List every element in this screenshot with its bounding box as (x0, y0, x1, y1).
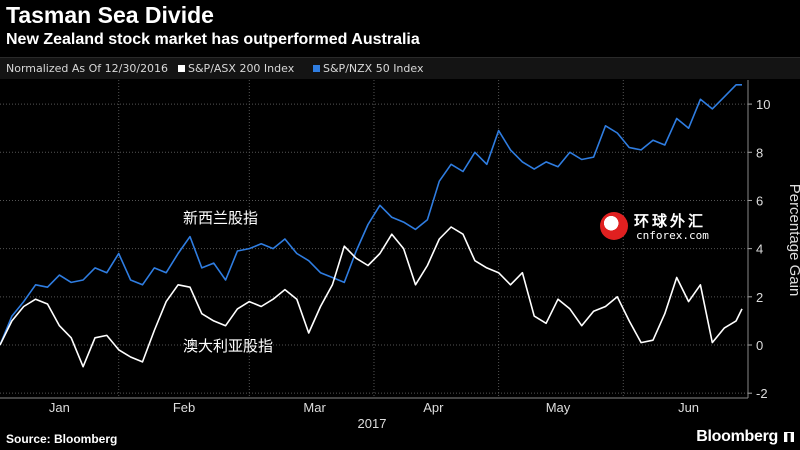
x-tick-label: Jun (678, 400, 699, 415)
legend-label-nzx: S&P/NZX 50 Index (323, 62, 424, 75)
brand-mark-icon: ❚ (784, 432, 794, 442)
annotation-asx: 澳大利亚股指 (183, 337, 274, 355)
legend-label-asx: S&P/ASX 200 Index (188, 62, 295, 75)
y-tick-label: -2 (756, 386, 768, 401)
source-note: Source: Bloomberg (6, 432, 118, 446)
series-line-asx (0, 226, 743, 368)
legend-item-asx: S&P/ASX 200 Index (178, 62, 294, 75)
x-axis-label: 2017 (358, 416, 387, 431)
legend-swatch-asx (178, 65, 185, 72)
brand-logo: Bloomberg (696, 428, 778, 445)
watermark-chinese: 环球外汇 (634, 212, 707, 230)
y-axis-label: Percentage Gain (786, 184, 800, 297)
y-tick-label: 4 (756, 242, 763, 257)
y-tick-label: 6 (756, 193, 763, 208)
annotation-nzx: 新西兰股指 (183, 209, 259, 227)
y-tick-label: 8 (756, 145, 763, 160)
watermark-logo-icon (600, 212, 628, 240)
chart-title: Tasman Sea Divide (6, 2, 214, 28)
watermark-latin: cnforex.com (636, 229, 709, 242)
legend-swatch-nzx (313, 65, 320, 72)
y-tick-label: 10 (756, 97, 770, 112)
legend-bar: Normalized As Of 12/30/2016 S&P/ASX 200 … (0, 57, 800, 79)
x-tick-label: May (546, 400, 571, 415)
x-tick-label: Apr (423, 400, 444, 415)
x-tick-label: Feb (173, 400, 195, 415)
watermark: 环球外汇 cnforex.com (600, 210, 750, 244)
series-line-nzx (0, 84, 742, 346)
legend-item-nzx: S&P/NZX 50 Index (313, 62, 423, 75)
legend-note: Normalized As Of 12/30/2016 (6, 62, 169, 75)
x-tick-label: Mar (303, 400, 326, 415)
y-tick-label: 2 (756, 290, 763, 305)
x-tick-label: Jan (49, 400, 70, 415)
chart-subtitle: New Zealand stock market has outperforme… (6, 31, 420, 48)
y-tick-label: 0 (756, 338, 763, 353)
